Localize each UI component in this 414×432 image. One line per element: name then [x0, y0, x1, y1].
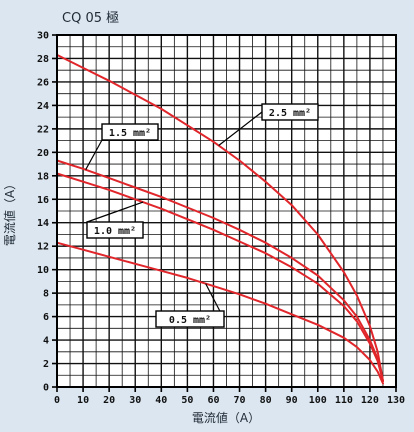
callout-leader-1: [85, 139, 103, 170]
callout-box-3: [155, 310, 225, 328]
y-tick-label: 6: [43, 312, 49, 323]
x-tick-label: 120: [361, 395, 379, 406]
chart-title: CQ 05 極: [62, 10, 119, 26]
y-tick-label: 26: [37, 77, 49, 88]
plot-frame: [56, 34, 397, 388]
y-axis-title: 電流値（A）: [2, 178, 17, 246]
x-tick-label: 50: [181, 395, 193, 406]
x-tick-label: 90: [286, 395, 298, 406]
series-line-1: [56, 159, 384, 383]
y-tick-label: 10: [37, 265, 49, 276]
callout-label-1: 1.5 mm²: [109, 128, 151, 139]
x-tick-label: 30: [129, 395, 141, 406]
y-tick-label: 20: [37, 148, 49, 159]
x-tick-label: 80: [260, 395, 272, 406]
y-tick-label: 0: [43, 383, 49, 394]
callout-box-2: [86, 221, 144, 239]
y-tick-label: 4: [43, 336, 49, 347]
callout-label-0: 2.5 mm²: [269, 108, 311, 119]
series-lines: [56, 53, 384, 385]
x-axis-title: 電流値（A）: [192, 410, 260, 425]
callouts: 2.5 mm² 1.5 mm² 1.0 mm² 0.5 mm²: [85, 103, 319, 328]
series-line-0: [56, 53, 384, 383]
y-tick-label: 8: [43, 289, 49, 300]
callout-label-2: 1.0 mm²: [94, 226, 136, 237]
callout-label-3: 0.5 mm²: [169, 315, 211, 326]
y-tick-label: 30: [37, 31, 49, 42]
y-tick-label: 16: [37, 195, 49, 206]
series-line-2: [56, 172, 384, 383]
y-tick-label: 2: [43, 359, 49, 370]
x-tick-label: 20: [103, 395, 115, 406]
y-tick-label: 28: [37, 54, 49, 65]
x-tick-label: 130: [387, 395, 405, 406]
x-tick-label: 60: [207, 395, 219, 406]
y-tick-label: 18: [37, 171, 49, 182]
x-tick-label: 10: [77, 395, 89, 406]
series-line-3: [56, 241, 384, 385]
callout-box-1: [101, 123, 159, 141]
y-tick-label: 14: [37, 218, 49, 229]
callout-box-0: [261, 103, 319, 121]
axes: [52, 34, 397, 392]
x-tick-label: 0: [54, 395, 60, 406]
x-tick-label: 40: [155, 395, 167, 406]
callout-leader-2: [86, 201, 144, 223]
y-tick-label: 24: [37, 101, 49, 112]
x-tick-label: 100: [309, 395, 327, 406]
y-tick-label: 12: [37, 242, 49, 253]
x-tick-label: 110: [335, 395, 353, 406]
x-tick-label: 70: [234, 395, 246, 406]
grid: [56, 34, 397, 388]
callout-leader-0: [218, 111, 263, 147]
y-tick-label: 22: [37, 124, 49, 135]
